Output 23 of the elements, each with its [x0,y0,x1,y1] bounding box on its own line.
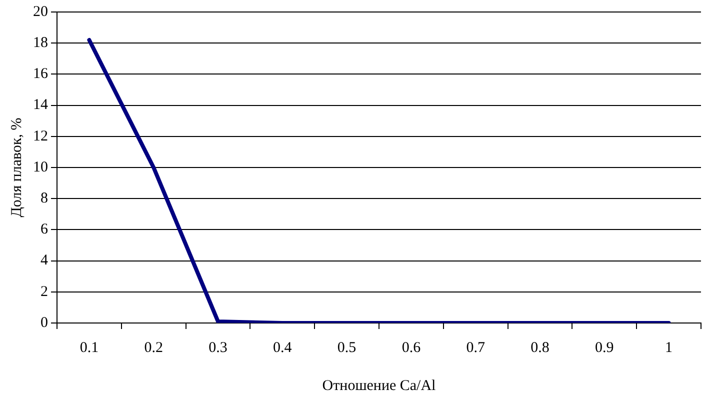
y-tick-label: 8 [40,190,48,207]
x-tick-label: 0.9 [595,340,614,356]
y-tick-label: 2 [40,284,48,300]
x-tick-label: 0.1 [80,340,99,356]
x-tick-label: 0.5 [337,340,356,356]
x-tick-label: 0.8 [530,340,550,356]
x-tick-label: 0.7 [466,340,486,356]
x-tick-label: 0.4 [273,340,292,356]
y-tick-label: 10 [33,159,48,176]
x-tick-label: 0.6 [402,340,422,356]
x-tick-label: 1 [665,340,673,356]
y-axis-title: Доля плавок, % [8,118,25,218]
y-tick-label: 0 [40,314,48,331]
y-tick-label: 18 [33,35,48,52]
x-axis-title: Отношение Ca/Al [322,378,436,394]
y-tick-label: 14 [33,97,48,114]
y-tick-label: 6 [40,222,48,238]
y-tick-label: 12 [33,128,48,144]
x-tick-label: 0.2 [144,340,163,356]
y-tick-label: 4 [40,252,48,269]
y-tick-label: 20 [33,4,48,20]
y-tick-label: 16 [33,66,48,82]
x-tick-label: 0.3 [208,340,228,356]
